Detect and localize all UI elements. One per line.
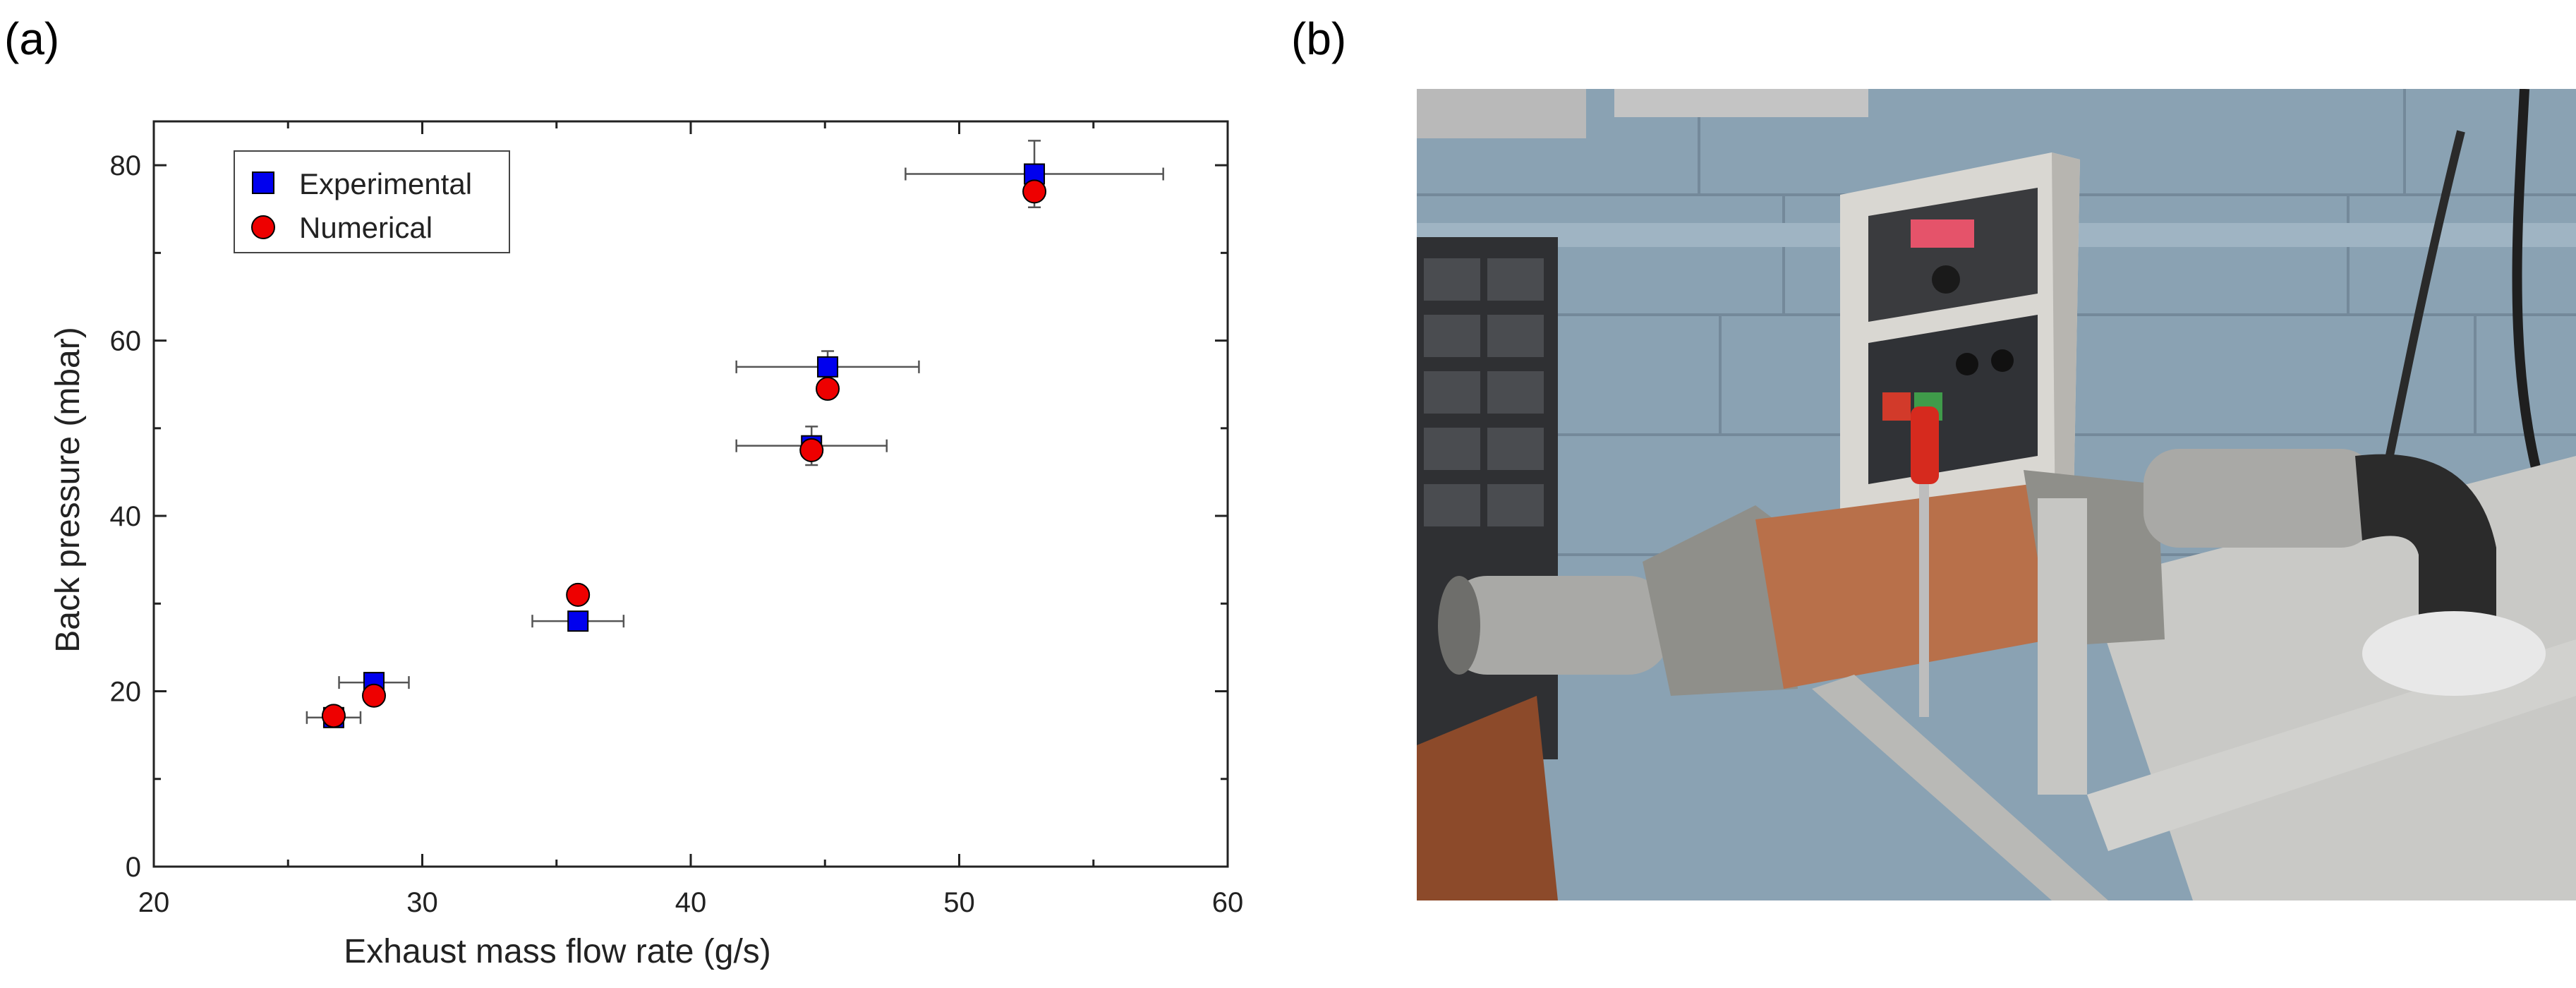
numerical-point: [362, 683, 387, 708]
x-tick-label: 20: [138, 887, 170, 918]
y-tick-label: 80: [110, 150, 142, 181]
data-points: [321, 163, 1047, 728]
cable: [2512, 89, 2558, 529]
top-equipment: [1417, 89, 1586, 138]
experimental-point: [817, 356, 839, 378]
red-switch: [1882, 392, 1911, 421]
aluminium-profile: [2038, 498, 2087, 795]
numerical-point: [566, 582, 591, 607]
legend-entry-numerical: Numerical: [299, 211, 433, 244]
y-axis-label: Back pressure (mbar): [49, 327, 87, 652]
selector-knob: [1956, 353, 1978, 375]
red-handle: [1911, 406, 1939, 484]
y-tick-label: 40: [110, 501, 142, 532]
numerical-point: [1022, 179, 1047, 204]
numerical-point: [799, 438, 824, 462]
outlet-pipe: [2143, 449, 2376, 548]
y-tick-label: 60: [110, 326, 142, 357]
ticks: 20 30 40 50 60 0 20 40 60 80: [110, 121, 1244, 918]
legend-square-icon: [252, 171, 274, 194]
probe-shaft: [1919, 484, 1929, 717]
top-equipment-right: [1614, 89, 1868, 117]
panel-label-b: (b): [1291, 13, 1347, 64]
legend: Experimental Numerical: [234, 150, 510, 253]
wood-bench: [1417, 696, 1558, 900]
pipe-opening: [1438, 576, 1480, 675]
back-pressure-chart: 20 30 40 50 60 0 20 40 60 80 Experimental Numerica…: [49, 120, 1244, 970]
x-axis-label: Exhaust mass flow rate (g/s): [344, 933, 771, 970]
x-tick-label: 50: [943, 887, 975, 918]
copper-heat-exchanger: [1755, 484, 2052, 689]
numerical-point: [321, 704, 346, 728]
black-elbow: [2355, 454, 2496, 625]
control-cabinet-side: [2052, 152, 2080, 541]
white-flange: [2362, 611, 2546, 696]
selector-knob: [1991, 349, 2014, 372]
exhaust-pipe-inlet: [1445, 576, 1671, 675]
legend-circle-icon: [251, 215, 275, 239]
x-tick-label: 60: [1212, 887, 1244, 918]
y-tick-label: 0: [126, 852, 141, 883]
x-tick-label: 30: [406, 887, 438, 918]
test-bench-photo: [1417, 89, 2576, 900]
x-tick-label: 40: [675, 887, 707, 918]
legend-entry-experimental: Experimental: [299, 167, 472, 200]
inlet-diffuser: [1643, 505, 1798, 696]
display-readout: [1911, 219, 1974, 248]
y-tick-label: 20: [110, 677, 142, 708]
experimental-point: [567, 610, 589, 632]
cabinet-knob: [1932, 265, 1960, 294]
numerical-point: [816, 376, 840, 401]
legend-box: [234, 150, 510, 253]
drawers: [1424, 258, 1544, 526]
error-bars: [306, 140, 1164, 724]
panel-label-a: (a): [4, 13, 60, 64]
aluminium-rail: [1812, 675, 2108, 900]
